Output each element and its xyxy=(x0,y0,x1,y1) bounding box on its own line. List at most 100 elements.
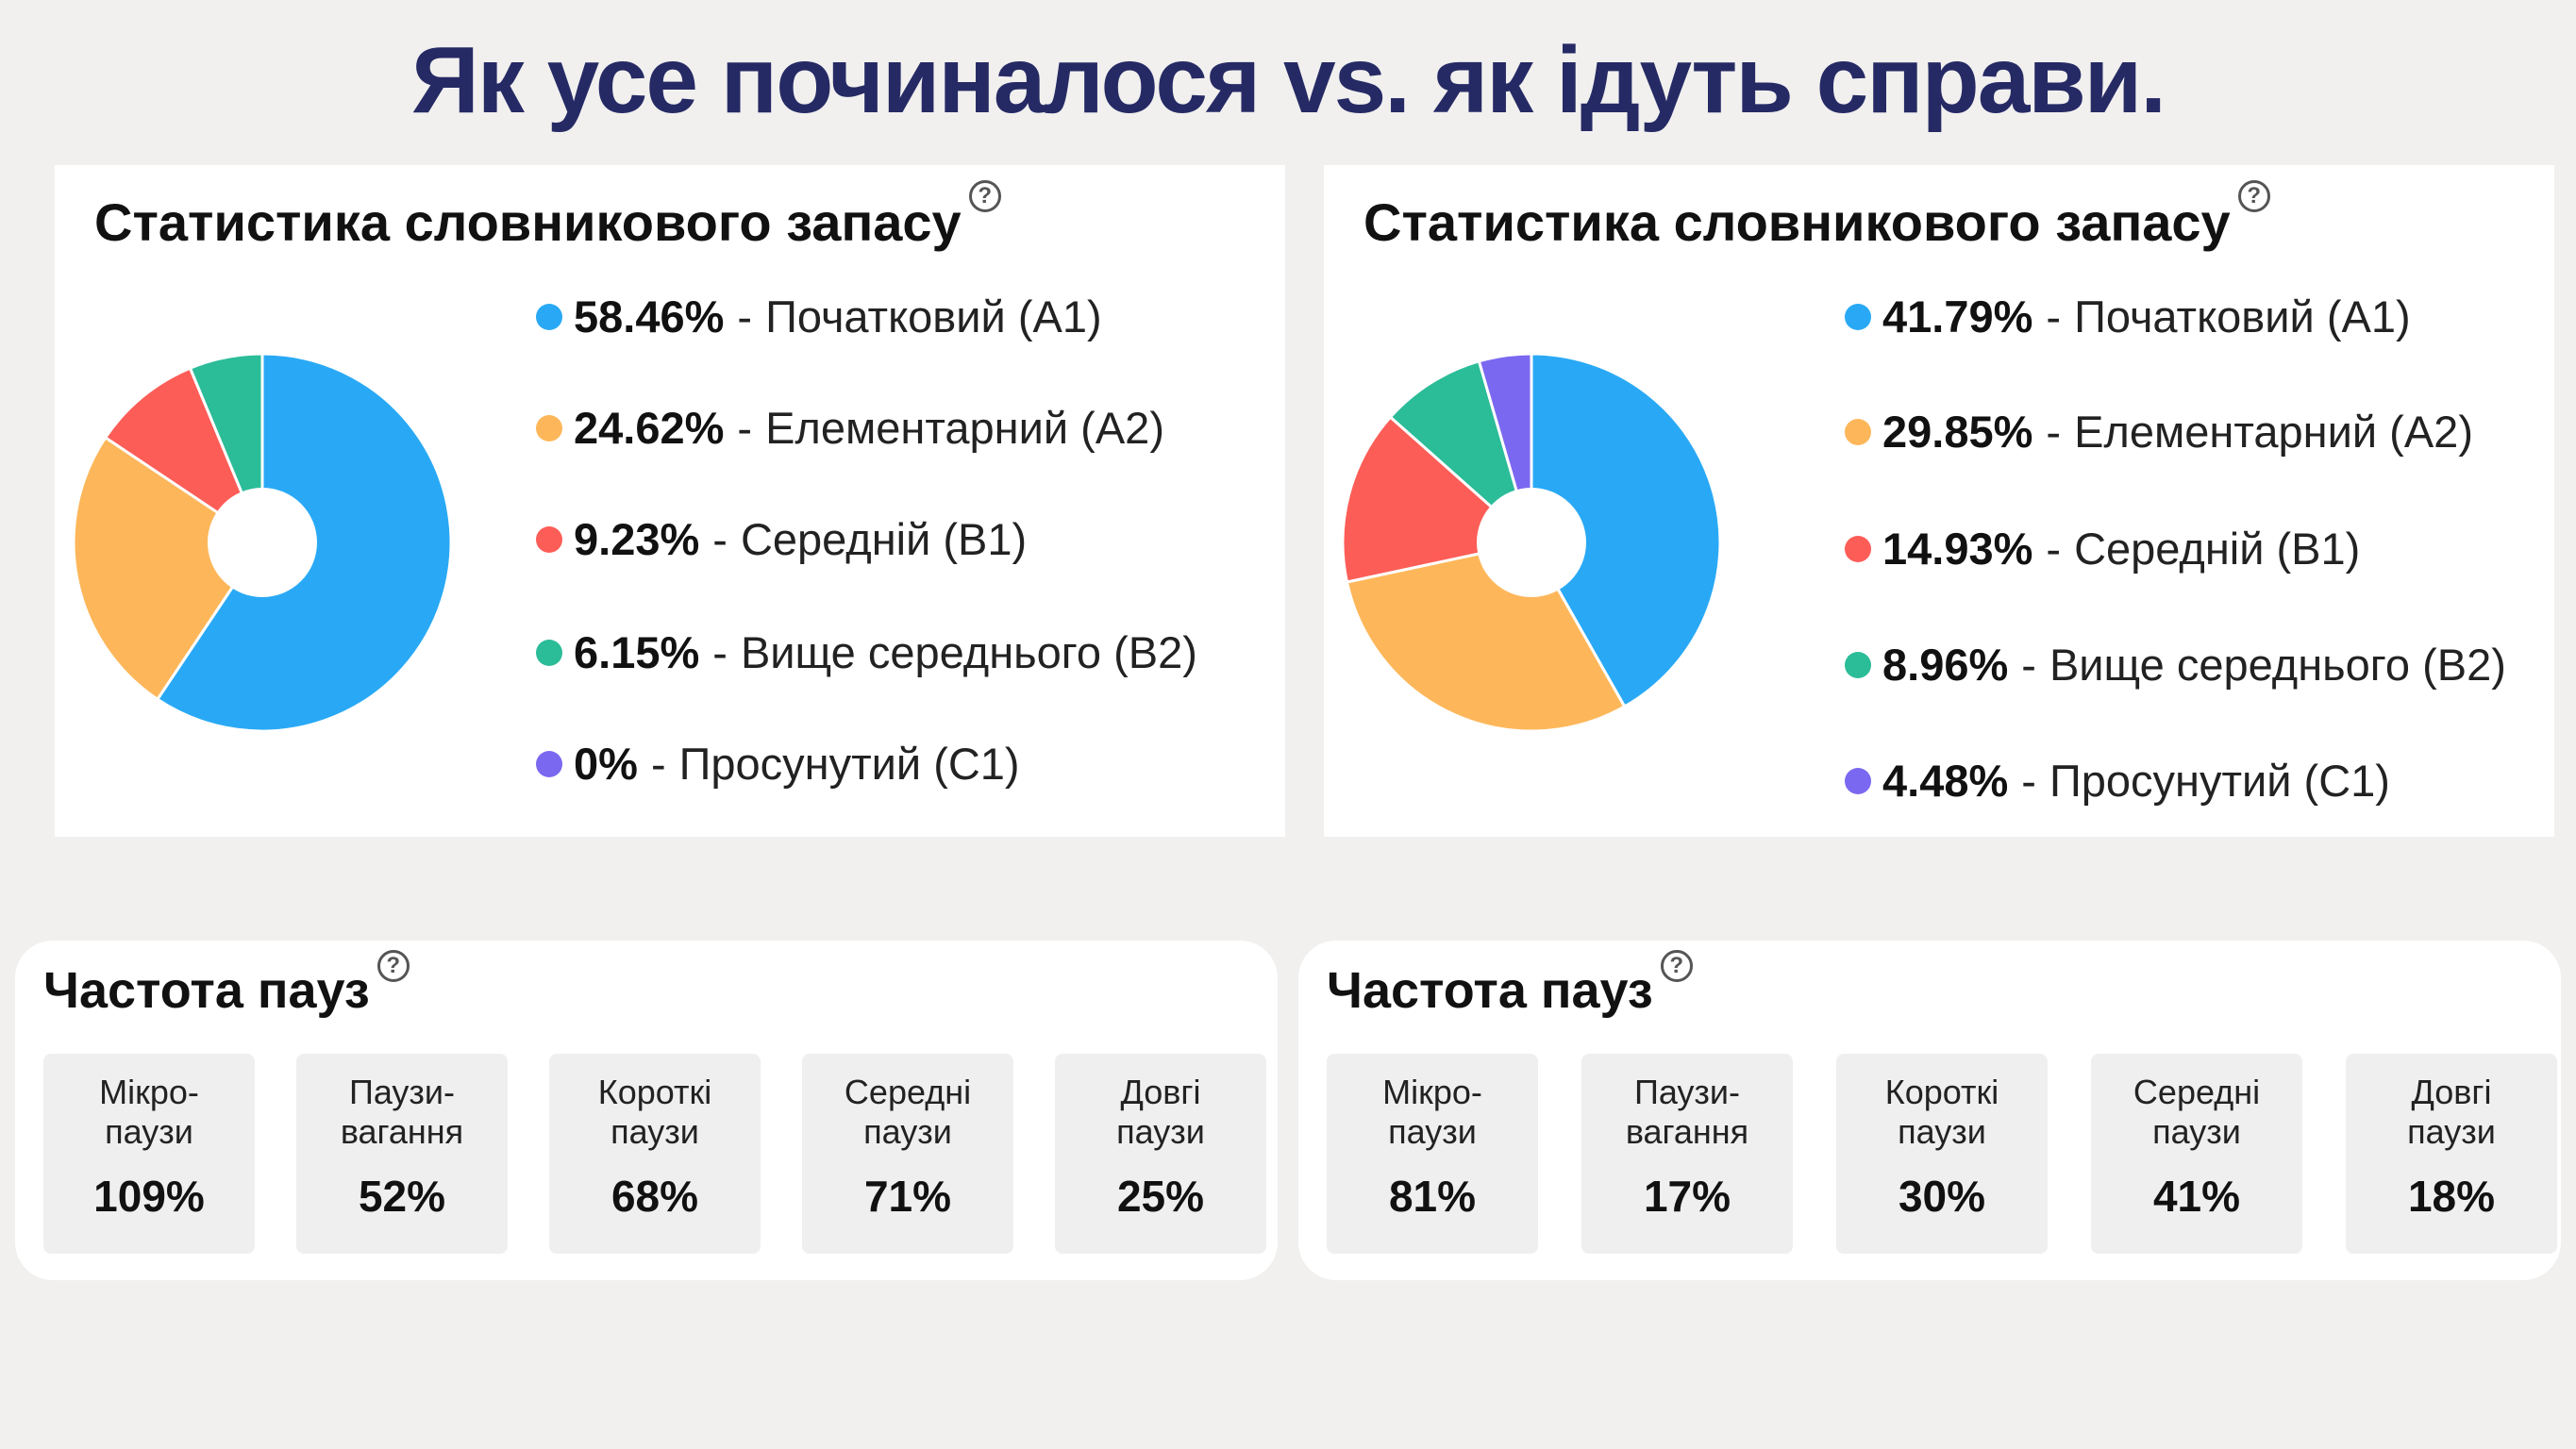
legend-pct-a1: 41.79% xyxy=(1882,291,2033,341)
legend-item-b1: 14.93% - Середній (B1) xyxy=(1845,523,2360,575)
pause-cards: Мікро-паузи 109% Паузи-вагання 52% Корот… xyxy=(43,1054,1270,1254)
help-icon[interactable]: ? xyxy=(1660,950,1693,982)
card-value: 18% xyxy=(2407,1172,2496,1221)
legend-pct-a2: 29.85% xyxy=(1882,407,2033,457)
pause-title: Частота пауз xyxy=(43,962,370,1019)
legend-label-b1: Середній (B1) xyxy=(740,514,1028,564)
card-label: Короткі xyxy=(597,1073,712,1111)
legend-item-a1: 41.79% - Початковий (A1) xyxy=(1845,291,2411,342)
donut-chart-start xyxy=(72,352,453,733)
pause-card-hesitation: Паузи-вагання 17% xyxy=(1581,1054,1793,1254)
pause-cards: Мікро-паузи 81% Паузи-вагання 17% Коротк… xyxy=(1327,1054,2557,1254)
legend-item-b2: 6.15% - Вище середнього (B2) xyxy=(536,626,1197,678)
pause-card-micro: Мікро-паузи 109% xyxy=(43,1054,255,1254)
legend-item-a2: 24.62% - Елементарний (A2) xyxy=(536,402,1164,454)
legend-item-a1: 58.46% - Початковий (A1) xyxy=(536,291,1102,342)
legend-dot-c1 xyxy=(536,750,562,777)
legend-label-a2: Елементарний (A2) xyxy=(2074,407,2473,457)
pause-card-long: Довгі паузи 18% xyxy=(2346,1054,2557,1254)
legend-item-b1: 9.23% - Середній (B1) xyxy=(536,513,1027,565)
pause-card-medium: Середні паузи 41% xyxy=(2091,1054,2302,1254)
legend-dot-a1 xyxy=(1845,303,1871,330)
legend-dot-b1 xyxy=(536,525,562,553)
card-value: 17% xyxy=(1643,1172,1731,1221)
legend-pct-b1: 9.23% xyxy=(574,514,700,564)
legend-label-c1: Просунутий (C1) xyxy=(2049,756,2390,806)
card-label: паузи xyxy=(1388,1112,1477,1151)
card-label: Довгі xyxy=(1120,1073,1201,1111)
card-value: 81% xyxy=(1388,1172,1477,1221)
pause-panel-now: Частота пауз? Мікро-паузи 81% Паузи-вага… xyxy=(1298,941,2561,1280)
legend-dot-c1 xyxy=(1845,767,1871,794)
legend-dot-b2 xyxy=(1845,651,1871,678)
pause-card-medium: Середні паузи 71% xyxy=(802,1054,1013,1254)
card-label: Мікро- xyxy=(99,1073,199,1111)
pause-card-hesitation: Паузи-вагання 52% xyxy=(296,1054,508,1254)
legend-pct-a2: 24.62% xyxy=(574,403,725,453)
donut-chart-now xyxy=(1341,352,1722,733)
pie-slice-a2 xyxy=(72,435,265,702)
help-icon[interactable]: ? xyxy=(376,950,410,982)
vocab-title: Статистика словникового запасу xyxy=(1363,192,2231,252)
legend-dot-a2 xyxy=(536,414,562,441)
legend-item-c1: 0% - Просунутий (C1) xyxy=(536,738,1020,790)
card-label: вагання xyxy=(340,1112,464,1151)
legend-label-b1: Середній (B1) xyxy=(2074,524,2361,574)
pause-card-short: Короткі паузи 68% xyxy=(549,1054,761,1254)
card-label: вагання xyxy=(1625,1112,1749,1151)
pause-panel-start: Частота пауз? Мікро-паузи 109% Паузи-ваг… xyxy=(15,941,1278,1280)
card-value: 25% xyxy=(1116,1172,1205,1221)
legend-pct-c1: 4.48% xyxy=(1882,756,2009,806)
legend-label-a1: Початковий (A1) xyxy=(2074,291,2411,341)
card-label: Паузи- xyxy=(348,1073,456,1111)
card-label: паузи xyxy=(1898,1112,1986,1151)
page-title: Як усе починалося vs. як ідуть справи. xyxy=(410,27,2166,133)
donut-hole xyxy=(208,488,317,597)
legend-label-b2: Вище середнього (B2) xyxy=(2049,640,2506,690)
legend-dot-b2 xyxy=(536,639,562,666)
card-label: Мікро- xyxy=(1382,1073,1482,1111)
vocab-panel-now: Статистика словникового запасу? 41.79% - … xyxy=(1324,165,2554,837)
pause-title: Частота пауз xyxy=(1327,962,1653,1019)
help-icon[interactable]: ? xyxy=(968,180,1001,212)
pause-card-micro: Мікро-паузи 81% xyxy=(1327,1054,1538,1254)
legend-label-a2: Елементарний (A2) xyxy=(765,403,1164,453)
legend-pct-b1: 14.93% xyxy=(1882,524,2033,574)
card-value: 68% xyxy=(611,1172,699,1221)
legend-dot-a2 xyxy=(1845,418,1871,445)
card-label: паузи xyxy=(863,1112,952,1151)
card-label: Паузи- xyxy=(1633,1073,1741,1111)
legend-label-b2: Вище середнього (B2) xyxy=(740,627,1197,677)
legend-dot-a1 xyxy=(536,303,562,330)
legend-pct-b2: 6.15% xyxy=(574,627,700,677)
card-label: паузи xyxy=(1116,1112,1205,1151)
legend-item-c1: 4.48% - Просунутий (C1) xyxy=(1845,755,2390,807)
pie-slice-b2 xyxy=(1388,359,1534,547)
legend-pct-c1: 0% xyxy=(574,739,638,789)
legend-item-a2: 29.85% - Елементарний (A2) xyxy=(1845,406,2473,458)
legend-dot-b1 xyxy=(1845,535,1871,562)
pie-slice-b1 xyxy=(103,366,266,546)
help-icon[interactable]: ? xyxy=(2237,180,2270,212)
legend-label-a1: Початковий (A1) xyxy=(765,291,1102,341)
card-value: 30% xyxy=(1898,1172,1986,1221)
legend-start: 58.46% - Початковий (A1) 24.62% - Елемента… xyxy=(536,165,1272,837)
vocab-panel-start: Статистика словникового запасу? 58.46% - … xyxy=(55,165,1285,837)
card-label: Середні xyxy=(2133,1073,2261,1111)
legend-item-b2: 8.96% - Вище середнього (B2) xyxy=(1845,639,2506,691)
legend-now: 41.79% - Початковий (A1) 29.85% - Елемента… xyxy=(1845,165,2576,837)
card-label: паузи xyxy=(105,1112,193,1151)
card-value: 52% xyxy=(358,1172,446,1221)
card-label: паузи xyxy=(611,1112,699,1151)
card-label: паузи xyxy=(2407,1112,2496,1151)
card-label: Середні xyxy=(844,1073,972,1111)
legend-pct-b2: 8.96% xyxy=(1882,640,2009,690)
pause-card-short: Короткі паузи 30% xyxy=(1836,1054,2048,1254)
vocab-title: Статистика словникового запасу xyxy=(94,192,962,252)
card-label: Довгі xyxy=(2411,1073,2492,1111)
pause-card-long: Довгі паузи 25% xyxy=(1055,1054,1266,1254)
card-value: 41% xyxy=(2152,1172,2241,1221)
card-value: 71% xyxy=(863,1172,952,1221)
card-label: паузи xyxy=(2152,1112,2241,1151)
card-value: 109% xyxy=(93,1172,205,1221)
